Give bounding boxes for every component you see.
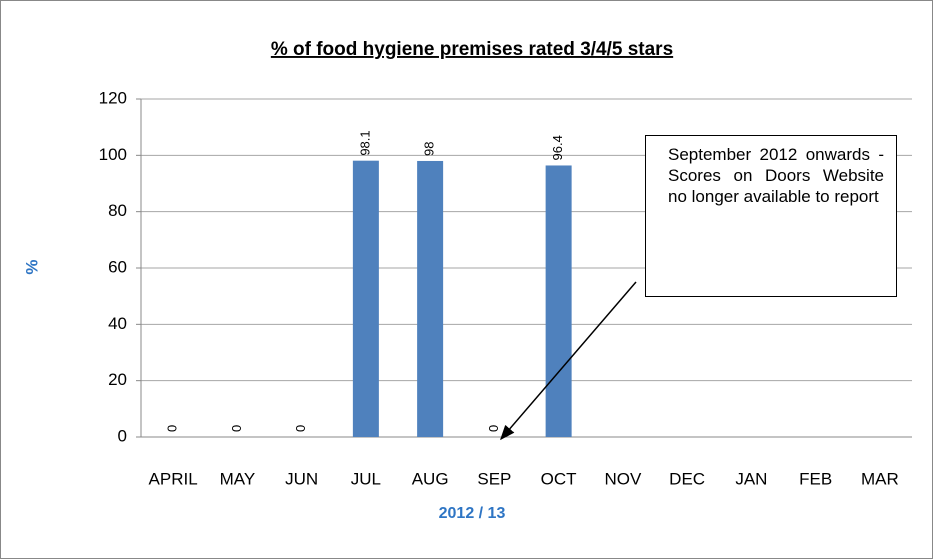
y-tick-label: 20 [108, 370, 127, 389]
value-label: 0 [229, 425, 244, 432]
y-tick-label: 40 [108, 314, 127, 333]
value-label: 0 [293, 425, 308, 432]
x-tick-label: JUL [351, 469, 381, 488]
x-tick-label: DEC [669, 469, 705, 488]
x-tick-label: AUG [412, 469, 449, 488]
x-tick-label: SEP [477, 469, 511, 488]
x-tick-label: MAR [861, 469, 899, 488]
y-tick-label: 100 [99, 145, 127, 164]
value-label: 96.4 [550, 135, 565, 160]
value-label: 0 [165, 425, 180, 432]
y-tick-label: 120 [99, 88, 127, 107]
x-tick-label: JAN [735, 469, 767, 488]
x-tick-label: NOV [604, 469, 642, 488]
x-tick-label: FEB [799, 469, 832, 488]
chart-title: % of food hygiene premises rated 3/4/5 s… [271, 39, 673, 60]
value-label: 98 [422, 141, 437, 155]
y-tick-label: 0 [118, 426, 127, 445]
value-label: 0 [486, 425, 501, 432]
bar [545, 165, 572, 437]
x-tick-label: MAY [220, 469, 256, 488]
x-tick-label: OCT [541, 469, 577, 488]
value-label: 98.1 [357, 130, 372, 155]
annotation-box: September 2012 onwards - Scores on Doors… [645, 135, 897, 297]
bar [417, 160, 444, 437]
x-tick-label: APRIL [149, 469, 198, 488]
x-tick-label: JUN [285, 469, 318, 488]
bar [352, 160, 379, 437]
y-axis-label: % [22, 259, 41, 274]
y-tick-label: 80 [108, 201, 127, 220]
y-tick-label: 60 [108, 257, 127, 276]
x-axis-label: 2012 / 13 [439, 505, 506, 522]
